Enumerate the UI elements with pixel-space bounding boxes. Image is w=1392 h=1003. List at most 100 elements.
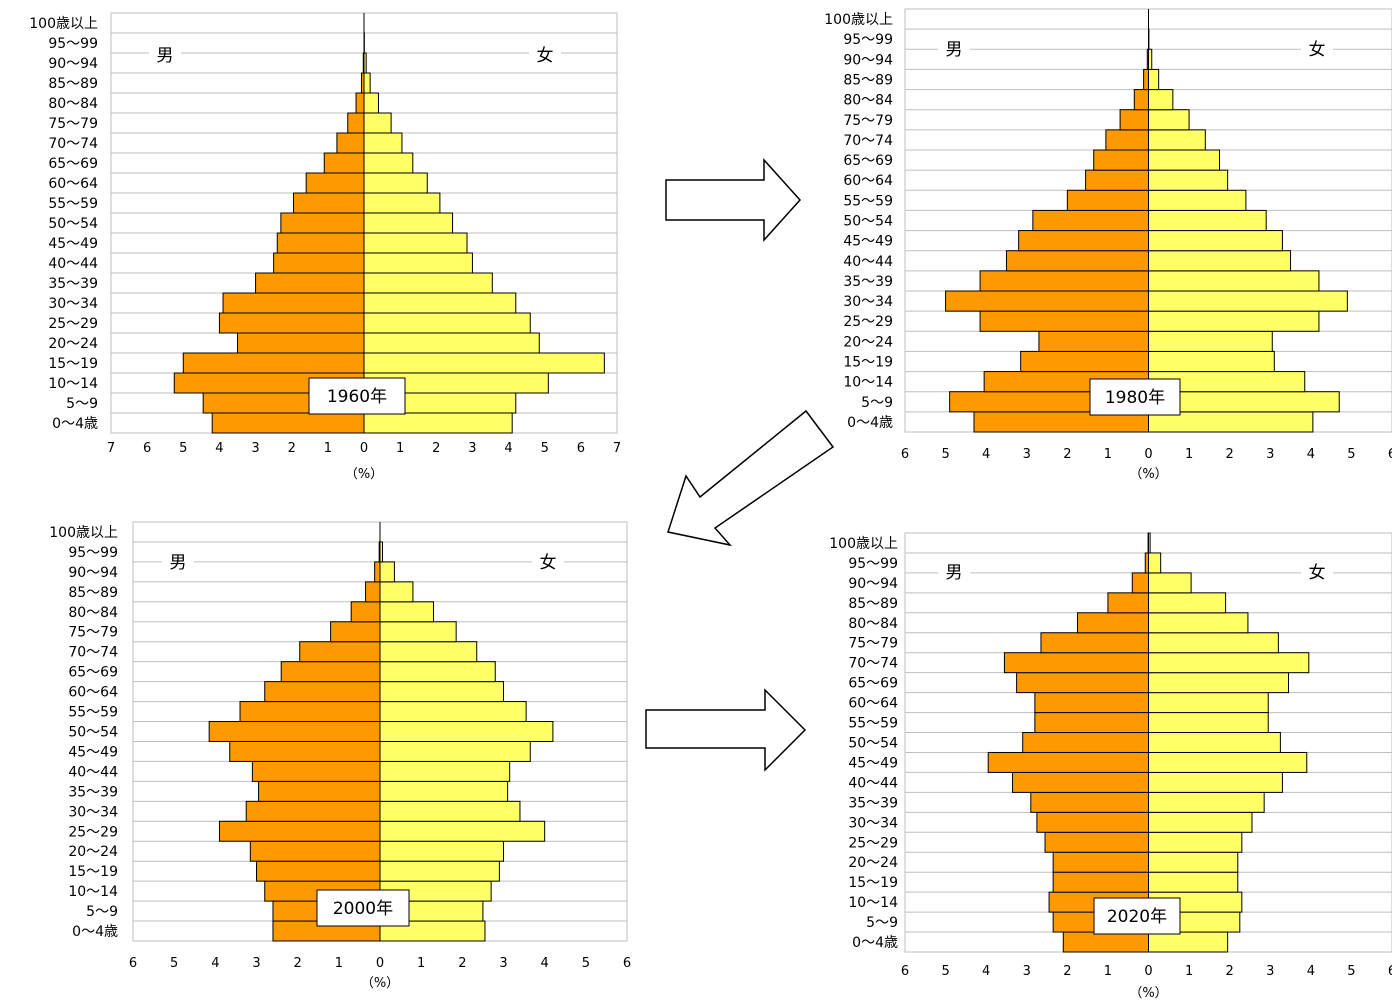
age-label: 10〜14 (48, 376, 98, 392)
female-bar-9 (379, 740, 531, 762)
age-label: 10〜14 (68, 884, 118, 900)
female-bar-17 (1148, 68, 1160, 91)
unit-label: （%） (1129, 467, 1167, 482)
male-bar-10 (208, 721, 381, 742)
female-label-bg (1301, 37, 1333, 59)
male-label-bg (938, 560, 970, 582)
age-label: 25〜29 (48, 316, 98, 332)
male-bar-17 (1107, 592, 1149, 614)
male-bar-5 (1044, 831, 1149, 853)
x-tick-label: 2 (294, 956, 302, 971)
age-label: 95〜99 (848, 556, 898, 572)
female-bar-18 (379, 561, 395, 583)
x-tick-label: 5 (179, 441, 187, 456)
pyramid-chart-2000年: 0〜4歳 5〜9 10〜14 15〜19 20〜24 25〜29 30〜34 35〜39 40〜… (49, 521, 631, 991)
age-label: 30〜34 (48, 296, 98, 312)
female-bar-16 (1148, 89, 1174, 111)
female-bar-3 (1148, 871, 1239, 893)
age-label: 0〜4歳 (72, 924, 118, 940)
x-tick-label: 7 (613, 441, 621, 456)
male-bar-7 (979, 270, 1149, 292)
age-label: 70〜74 (843, 133, 893, 149)
age-label: 5〜9 (866, 915, 898, 931)
male-label-bg (149, 43, 181, 65)
year-box (1093, 897, 1181, 935)
age-label: 90〜94 (68, 565, 118, 581)
age-label: 75〜79 (843, 113, 893, 129)
male-bar-12 (305, 172, 365, 194)
female-bar-4 (379, 840, 504, 862)
male-bar-8 (251, 760, 381, 782)
female-label-bg (529, 43, 561, 65)
female-label: 女 (1309, 40, 1326, 60)
male-bar-16 (1076, 612, 1149, 634)
age-label: 65〜69 (848, 676, 898, 692)
age-label: 40〜44 (843, 254, 893, 270)
age-label: 80〜84 (68, 605, 118, 621)
male-bar-11 (293, 192, 365, 214)
male-bar-13 (1093, 149, 1150, 171)
male-bar-15 (347, 112, 365, 134)
age-label: 15〜19 (848, 875, 898, 891)
x-tick-label: 2 (288, 441, 296, 456)
age-label: 35〜39 (848, 795, 898, 811)
age-label: 40〜44 (48, 256, 98, 272)
x-tick-label: 6 (143, 441, 151, 456)
male-bar-3 (1020, 350, 1149, 373)
x-tick-label: 5 (941, 447, 949, 462)
female-bar-11 (1148, 712, 1269, 734)
x-tick-label: 4 (504, 441, 512, 456)
female-bar-0 (1148, 931, 1229, 953)
female-bar-18 (1148, 572, 1192, 594)
male-bar-4 (249, 840, 381, 862)
year-box (316, 889, 410, 927)
age-label: 100歳以上 (29, 16, 98, 32)
female-bar-10 (363, 212, 454, 234)
x-tick-label: 2 (1226, 447, 1234, 462)
x-tick-label: 5 (541, 441, 549, 456)
year-label: 1960年 (327, 387, 387, 407)
female-bar-11 (363, 192, 441, 214)
x-tick-label: 4 (1307, 447, 1315, 462)
x-tick-label: 3 (1023, 447, 1031, 462)
female-bar-13 (1148, 149, 1221, 171)
x-tick-label: 4 (215, 441, 223, 456)
age-label: 70〜74 (48, 136, 98, 152)
age-label: 20〜24 (843, 334, 893, 350)
x-tick-label: 3 (499, 956, 507, 971)
age-label: 80〜84 (848, 616, 898, 632)
x-tick-label: 0 (360, 441, 368, 456)
age-label: 60〜64 (843, 173, 893, 189)
x-tick-label: 4 (982, 447, 990, 462)
age-label: 25〜29 (68, 824, 118, 840)
female-bar-19 (1148, 552, 1162, 574)
year-box (308, 377, 406, 415)
x-tick-label: 6 (901, 964, 909, 979)
x-tick-label: 5 (1347, 964, 1355, 979)
age-label: 80〜84 (48, 96, 98, 112)
female-bar-9 (1148, 230, 1283, 252)
age-label: 85〜89 (48, 76, 98, 92)
female-bar-13 (363, 152, 414, 174)
age-label: 85〜89 (843, 73, 893, 89)
x-tick-label: 1 (324, 441, 332, 456)
male-bar-12 (264, 681, 381, 703)
age-label: 10〜14 (843, 375, 893, 391)
year-label: 2020年 (1107, 907, 1167, 927)
male-bar-17 (1143, 68, 1150, 91)
age-label: 90〜94 (48, 56, 98, 72)
age-label: 55〜59 (843, 193, 893, 209)
female-bar-5 (1148, 831, 1243, 853)
x-tick-label: 0 (1144, 964, 1152, 979)
male-bar-0 (1062, 931, 1150, 953)
arrow-down-left (667, 409, 835, 547)
age-label: 55〜59 (68, 705, 118, 721)
male-label-bg (938, 37, 970, 59)
age-label: 55〜59 (848, 716, 898, 732)
female-bar-12 (1148, 692, 1269, 714)
age-label: 90〜94 (848, 576, 898, 592)
female-label: 女 (540, 553, 557, 573)
female-bar-8 (379, 760, 511, 782)
female-label: 女 (537, 46, 554, 66)
x-tick-label: 6 (1388, 964, 1392, 979)
